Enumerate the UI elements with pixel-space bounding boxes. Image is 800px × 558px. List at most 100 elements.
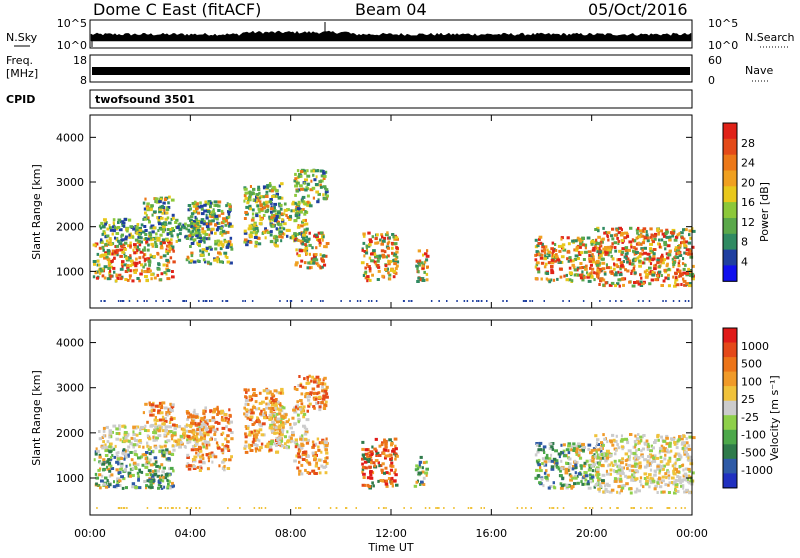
- echo-cell: [209, 438, 212, 442]
- echo-cell: [643, 251, 647, 255]
- echo-cell: [222, 219, 227, 223]
- echo-cell: [648, 255, 652, 259]
- echo-cell: [253, 221, 257, 225]
- echo-cell: [635, 280, 639, 284]
- echo-cell: [276, 438, 280, 442]
- echo-cell: [95, 482, 98, 486]
- echo-cell: [194, 442, 199, 446]
- echo-cell: [318, 458, 321, 462]
- echo-cell: [134, 443, 139, 447]
- echo-cell: [340, 300, 342, 302]
- echo-cell: [296, 225, 301, 229]
- echo-cell: [119, 467, 123, 471]
- echo-cell: [610, 488, 615, 492]
- echo-cell: [156, 469, 160, 473]
- echo-cell: [226, 434, 230, 438]
- echo-cell: [577, 250, 581, 254]
- echo-cell: [634, 477, 638, 481]
- echo-cell: [304, 249, 307, 253]
- echo-cell: [248, 410, 251, 414]
- echo-cell: [317, 391, 321, 395]
- echo-cell: [311, 469, 315, 473]
- echo-cell: [106, 484, 110, 488]
- echo-cell: [273, 202, 277, 206]
- echo-cell: [538, 237, 541, 241]
- velocity-plot: [93, 374, 696, 509]
- echo-cell: [567, 444, 571, 448]
- echo-cell: [300, 402, 304, 406]
- echo-cell: [129, 232, 132, 236]
- echo-cell: [631, 262, 635, 266]
- echo-cell: [123, 255, 128, 258]
- echo-cell: [251, 423, 255, 426]
- echo-cell: [167, 245, 171, 249]
- echo-cell: [624, 474, 627, 478]
- echo-cell: [590, 274, 594, 278]
- echo-cell: [627, 475, 632, 479]
- echo-cell: [106, 465, 108, 469]
- echo-cell: [597, 235, 601, 239]
- echo-cell: [317, 192, 321, 196]
- echo-cell: [155, 232, 158, 236]
- echo-cell: [545, 469, 548, 473]
- echo-cell: [659, 258, 664, 262]
- colorbar-swatch: [723, 218, 737, 235]
- echo-cell: [321, 382, 324, 386]
- echo-cell: [162, 254, 167, 258]
- echo-cell: [119, 254, 123, 258]
- echo-cell: [373, 260, 377, 264]
- echo-cell: [252, 187, 256, 191]
- echo-cell: [215, 257, 219, 261]
- echo-cell: [217, 251, 221, 255]
- echo-cell: [115, 460, 119, 464]
- echo-cell: [245, 243, 249, 247]
- echo-cell: [280, 439, 284, 443]
- echo-cell: [120, 507, 123, 509]
- echo-cell: [683, 283, 688, 287]
- echo-cell: [171, 507, 173, 509]
- echo-cell: [443, 507, 445, 509]
- echo-cell: [638, 259, 642, 263]
- echo-cell: [162, 228, 166, 231]
- echo-cell: [595, 238, 598, 242]
- echo-cell: [138, 236, 143, 240]
- echo-cell: [249, 185, 252, 188]
- echo-cell: [214, 438, 217, 441]
- echo-cell: [565, 278, 569, 282]
- echo-cell: [127, 244, 130, 248]
- echo-cell: [270, 403, 275, 407]
- echo-cell: [109, 435, 113, 439]
- echo-cell: [370, 455, 373, 459]
- echo-cell: [187, 467, 192, 471]
- echo-cell: [271, 394, 276, 398]
- echo-cell: [164, 507, 167, 509]
- echo-cell: [98, 453, 102, 457]
- echo-cell: [516, 507, 519, 509]
- echo-cell: [689, 255, 694, 259]
- echo-cell: [137, 456, 141, 460]
- echo-cell: [601, 447, 604, 450]
- echo-cell: [147, 243, 150, 247]
- echo-cell: [214, 231, 217, 235]
- echo-cell: [688, 233, 691, 237]
- echo-cell: [201, 227, 205, 231]
- echo-cell: [283, 212, 286, 216]
- echo-cell: [296, 452, 301, 456]
- echo-cell: [586, 236, 591, 240]
- echo-cell: [684, 467, 689, 471]
- echo-cell: [196, 228, 201, 232]
- echo-cell: [137, 474, 140, 478]
- echo-cell: [646, 447, 650, 451]
- echo-cell: [108, 237, 112, 241]
- echo-cell: [143, 246, 146, 250]
- echo-cell: [636, 462, 640, 466]
- echo-cell: [371, 273, 374, 277]
- echo-cell: [685, 248, 690, 252]
- echo-cell: [131, 466, 135, 470]
- echo-cell: [395, 264, 399, 268]
- echo-cell: [201, 457, 205, 461]
- echo-cell: [377, 454, 382, 457]
- echo-cell: [131, 279, 135, 283]
- echo-cell: [633, 459, 636, 463]
- echo-cell: [383, 438, 386, 442]
